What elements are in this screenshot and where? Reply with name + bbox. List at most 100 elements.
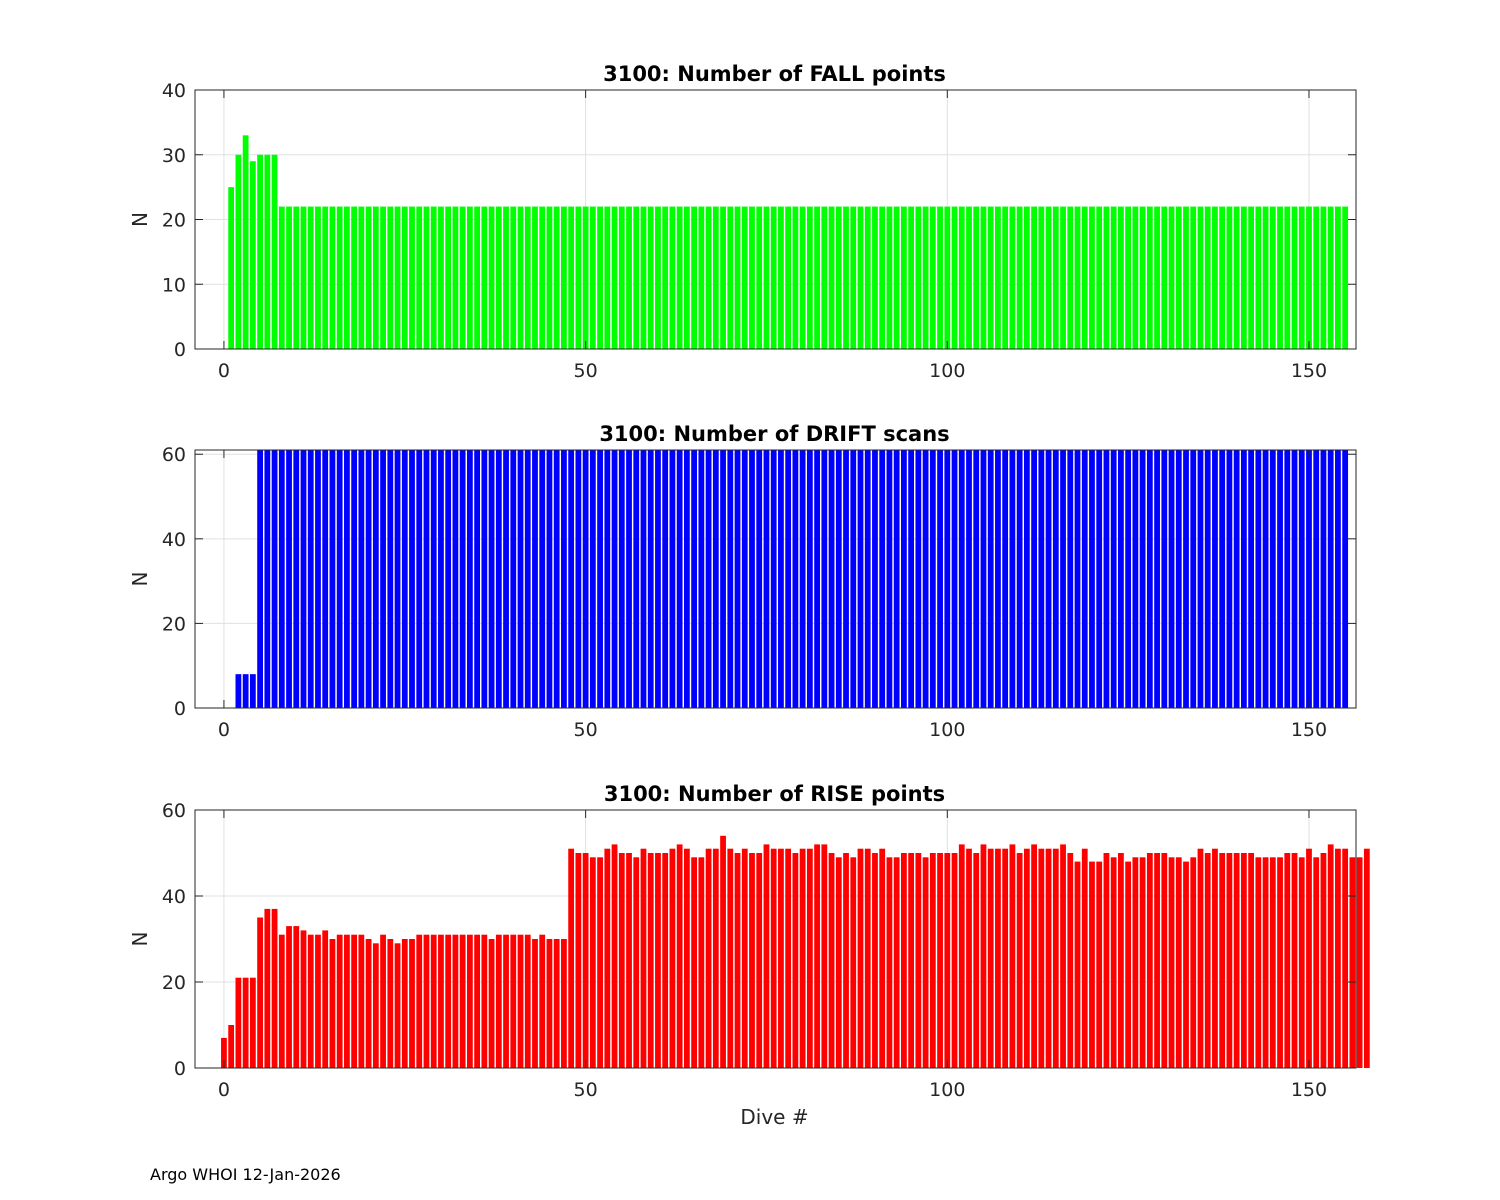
bar [1045, 848, 1052, 1068]
bar [1154, 853, 1160, 1068]
bar [553, 450, 560, 708]
bar [430, 934, 437, 1068]
bar [683, 848, 690, 1068]
bar [271, 450, 278, 708]
bar [662, 206, 669, 349]
bar [1168, 450, 1175, 708]
bar [792, 450, 799, 708]
bar [1306, 206, 1312, 349]
bar [1277, 857, 1283, 1068]
bar [857, 206, 864, 349]
bar [973, 853, 980, 1068]
bar [835, 450, 842, 708]
bar [835, 857, 842, 1068]
bar [995, 848, 1001, 1068]
bar [466, 206, 473, 349]
bar [1154, 450, 1160, 708]
bar [698, 206, 705, 349]
bar [358, 450, 365, 708]
bar [539, 206, 546, 349]
bar [249, 161, 256, 349]
x-tick-label: 100 [929, 1079, 965, 1101]
bar [872, 206, 878, 349]
bar [828, 853, 835, 1068]
bar [1146, 206, 1153, 349]
bar [300, 450, 307, 708]
bar [344, 450, 350, 708]
bar [307, 450, 314, 708]
bar [691, 450, 698, 708]
bar [843, 450, 849, 708]
bar [951, 853, 958, 1068]
bar [792, 853, 799, 1068]
x-tick-label: 0 [218, 719, 230, 741]
bar [987, 848, 994, 1068]
chart-panel-1: 0 50 100 150 0 10 20 30 40 3100: Number of FALL p… [128, 62, 1357, 382]
bar [1284, 450, 1291, 708]
bar [474, 206, 481, 349]
bar [720, 835, 726, 1068]
bar [589, 206, 596, 349]
bar [756, 450, 763, 708]
bar [872, 450, 878, 708]
bar [503, 206, 509, 349]
bar [1089, 450, 1095, 708]
bar [1023, 848, 1030, 1068]
bar [872, 853, 878, 1068]
y-tick-label: 60 [162, 444, 186, 466]
bar [1096, 861, 1103, 1068]
bar [322, 930, 329, 1068]
bar [705, 848, 712, 1068]
bar [633, 450, 640, 708]
bar [1240, 206, 1247, 349]
y-axis-label: N [128, 572, 152, 587]
bar [1009, 206, 1016, 349]
bar [691, 857, 698, 1068]
bar [1269, 450, 1276, 708]
bar [1045, 206, 1052, 349]
bar [893, 450, 900, 708]
bar [278, 934, 285, 1068]
bar [1204, 853, 1211, 1068]
bar [611, 844, 618, 1068]
bar [336, 450, 343, 708]
bar [539, 934, 546, 1068]
bar [929, 450, 936, 708]
bar [365, 206, 372, 349]
bar [1240, 450, 1247, 708]
bar [792, 206, 799, 349]
bar [944, 450, 951, 708]
bar [647, 450, 654, 708]
chart-panel-3: 0 50 100 150 0 20 40 60 3100: Number of RISE poi… [128, 782, 1370, 1129]
bar [1175, 206, 1182, 349]
bar [387, 939, 394, 1068]
bar [806, 848, 813, 1068]
bar [1060, 450, 1066, 708]
bar [980, 206, 987, 349]
bar [799, 848, 806, 1068]
bar [879, 206, 886, 349]
bar [597, 206, 603, 349]
bar [908, 206, 915, 349]
bar [886, 857, 893, 1068]
x-tick-label: 150 [1291, 360, 1327, 382]
bar [1298, 857, 1305, 1068]
bar [814, 450, 820, 708]
bar [1248, 450, 1255, 708]
bar [1016, 853, 1023, 1068]
bar [915, 450, 922, 708]
bar [329, 450, 336, 708]
bar [828, 450, 835, 708]
bar [1219, 206, 1226, 349]
bar [626, 450, 632, 708]
bar [843, 853, 849, 1068]
bar [394, 943, 401, 1068]
footer-credit: Argo WHOI 12-Jan-2026 [150, 1165, 341, 1184]
bar [966, 206, 972, 349]
bar [1342, 848, 1349, 1068]
bar [763, 206, 770, 349]
bar [1074, 861, 1081, 1068]
bar [951, 206, 958, 349]
bar [546, 206, 553, 349]
chart-title: 3100: Number of FALL points [603, 62, 946, 86]
